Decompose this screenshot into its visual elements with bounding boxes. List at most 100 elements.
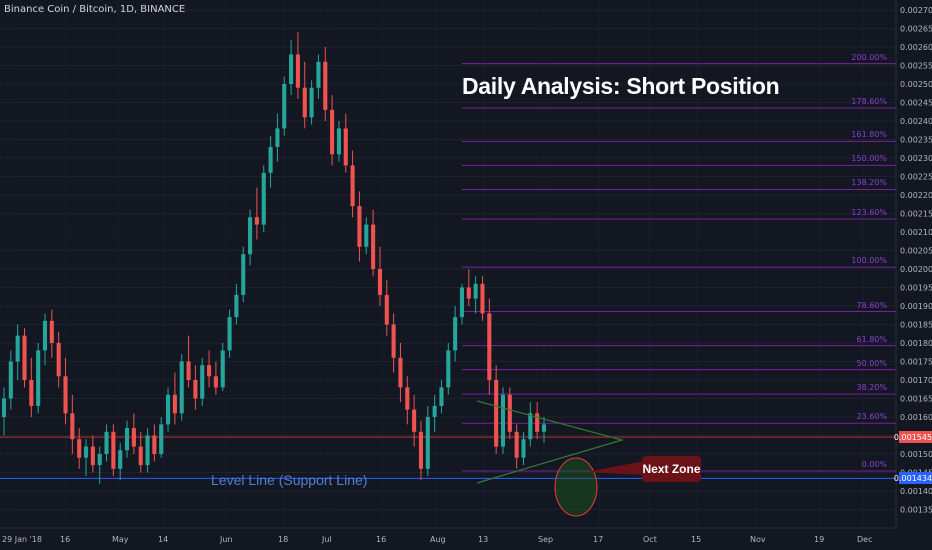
candle-body — [29, 380, 34, 406]
candle-body — [295, 54, 300, 88]
fib-level-label: 200.00% — [851, 52, 887, 62]
candle-body — [528, 413, 533, 440]
candle — [350, 150, 355, 218]
candle-body — [22, 335, 27, 380]
candle-body — [316, 61, 321, 88]
symbol-title: Binance Coin / Bitcoin, 1D, BINANCE — [4, 4, 186, 15]
candle-body — [49, 320, 54, 343]
candle-body — [124, 428, 130, 451]
candle-body — [302, 87, 307, 118]
candle — [398, 343, 403, 403]
candle-body — [439, 387, 444, 406]
candle — [507, 387, 512, 440]
y-tick-label: 0.0023000 — [900, 154, 932, 163]
candle — [480, 276, 485, 321]
next-zone-ellipse — [554, 457, 598, 517]
candle — [295, 32, 300, 99]
candle-body — [131, 428, 136, 447]
x-tick-label: Sep — [538, 535, 553, 544]
next-zone-callout: Next Zone — [642, 456, 701, 482]
candle — [83, 439, 89, 477]
candle — [459, 283, 465, 325]
fib-level-label: 150.00% — [851, 154, 887, 164]
candle-body — [172, 394, 177, 414]
candle — [145, 428, 150, 473]
candle-body — [494, 380, 499, 447]
candle-body — [371, 224, 376, 269]
y-tick-label: 0.0024500 — [900, 99, 932, 108]
candle — [384, 280, 389, 336]
candle-body — [15, 335, 20, 362]
candle-body — [350, 165, 355, 207]
candle — [241, 246, 246, 303]
candle — [371, 209, 376, 277]
candle-body — [377, 269, 382, 295]
candle — [22, 328, 27, 388]
candle — [330, 95, 335, 166]
candle — [124, 420, 130, 458]
candle — [193, 365, 198, 410]
triangle-pattern — [476, 400, 625, 484]
candle-body — [90, 446, 95, 466]
candle-body — [480, 283, 485, 314]
candle-body — [207, 365, 212, 377]
candle — [207, 350, 212, 388]
candle — [405, 376, 410, 425]
candle-body — [152, 435, 157, 454]
candle — [15, 324, 20, 380]
y-tick-label: 0.0027000 — [900, 6, 932, 15]
candle-body — [541, 424, 547, 432]
x-tick-label: Jun — [219, 535, 233, 544]
candle-body — [453, 317, 458, 351]
y-tick-label: 0.0019000 — [900, 302, 932, 311]
candle-body — [56, 343, 61, 377]
x-tick-label: 14 — [158, 535, 168, 544]
candle-body — [398, 357, 403, 388]
candle — [268, 135, 273, 188]
candle-body — [405, 387, 410, 410]
candle-body — [418, 431, 424, 469]
y-tick-label: 0.0025000 — [900, 80, 932, 89]
candle-body — [83, 446, 89, 458]
candle — [302, 61, 307, 129]
candle — [220, 343, 225, 392]
candle-body — [97, 454, 102, 466]
candle — [70, 394, 75, 454]
y-tick-label: 0.0018500 — [900, 321, 932, 330]
candle-body — [473, 283, 478, 299]
candle-body — [220, 350, 225, 388]
candle-body — [535, 413, 540, 432]
x-tick-label: 13 — [478, 535, 488, 544]
fib-level-label: 123.60% — [851, 208, 887, 218]
candle-body — [275, 128, 280, 147]
candle — [425, 405, 430, 477]
x-tick-label: 15 — [691, 535, 701, 544]
fib-level-label: 161.80% — [851, 130, 887, 140]
candle — [138, 431, 143, 473]
y-tick-label: 0.0019500 — [900, 284, 932, 293]
price-badge: 0.0014340 — [893, 472, 932, 485]
fib-level-label: 50.00% — [856, 358, 887, 368]
candle-body — [432, 405, 437, 417]
candle — [541, 417, 547, 443]
candle-body — [118, 450, 123, 469]
y-tick-label: 0.0025500 — [900, 62, 932, 71]
candle — [316, 54, 321, 99]
x-tick-label: 17 — [593, 535, 603, 544]
candle — [466, 269, 471, 306]
candle-body — [391, 324, 396, 358]
y-tick-label: 0.0018000 — [900, 339, 932, 348]
y-tick-label: 0.0021500 — [900, 210, 932, 219]
candle-body — [459, 287, 465, 318]
candle-body — [186, 361, 191, 380]
candle-body — [323, 61, 328, 110]
x-tick-label: Dec — [857, 535, 872, 544]
candle-body — [357, 206, 362, 247]
candle — [391, 313, 396, 373]
x-tick-label: 16 — [60, 535, 70, 544]
candle — [336, 121, 341, 162]
candle — [179, 354, 184, 421]
candle-body — [1, 398, 7, 417]
